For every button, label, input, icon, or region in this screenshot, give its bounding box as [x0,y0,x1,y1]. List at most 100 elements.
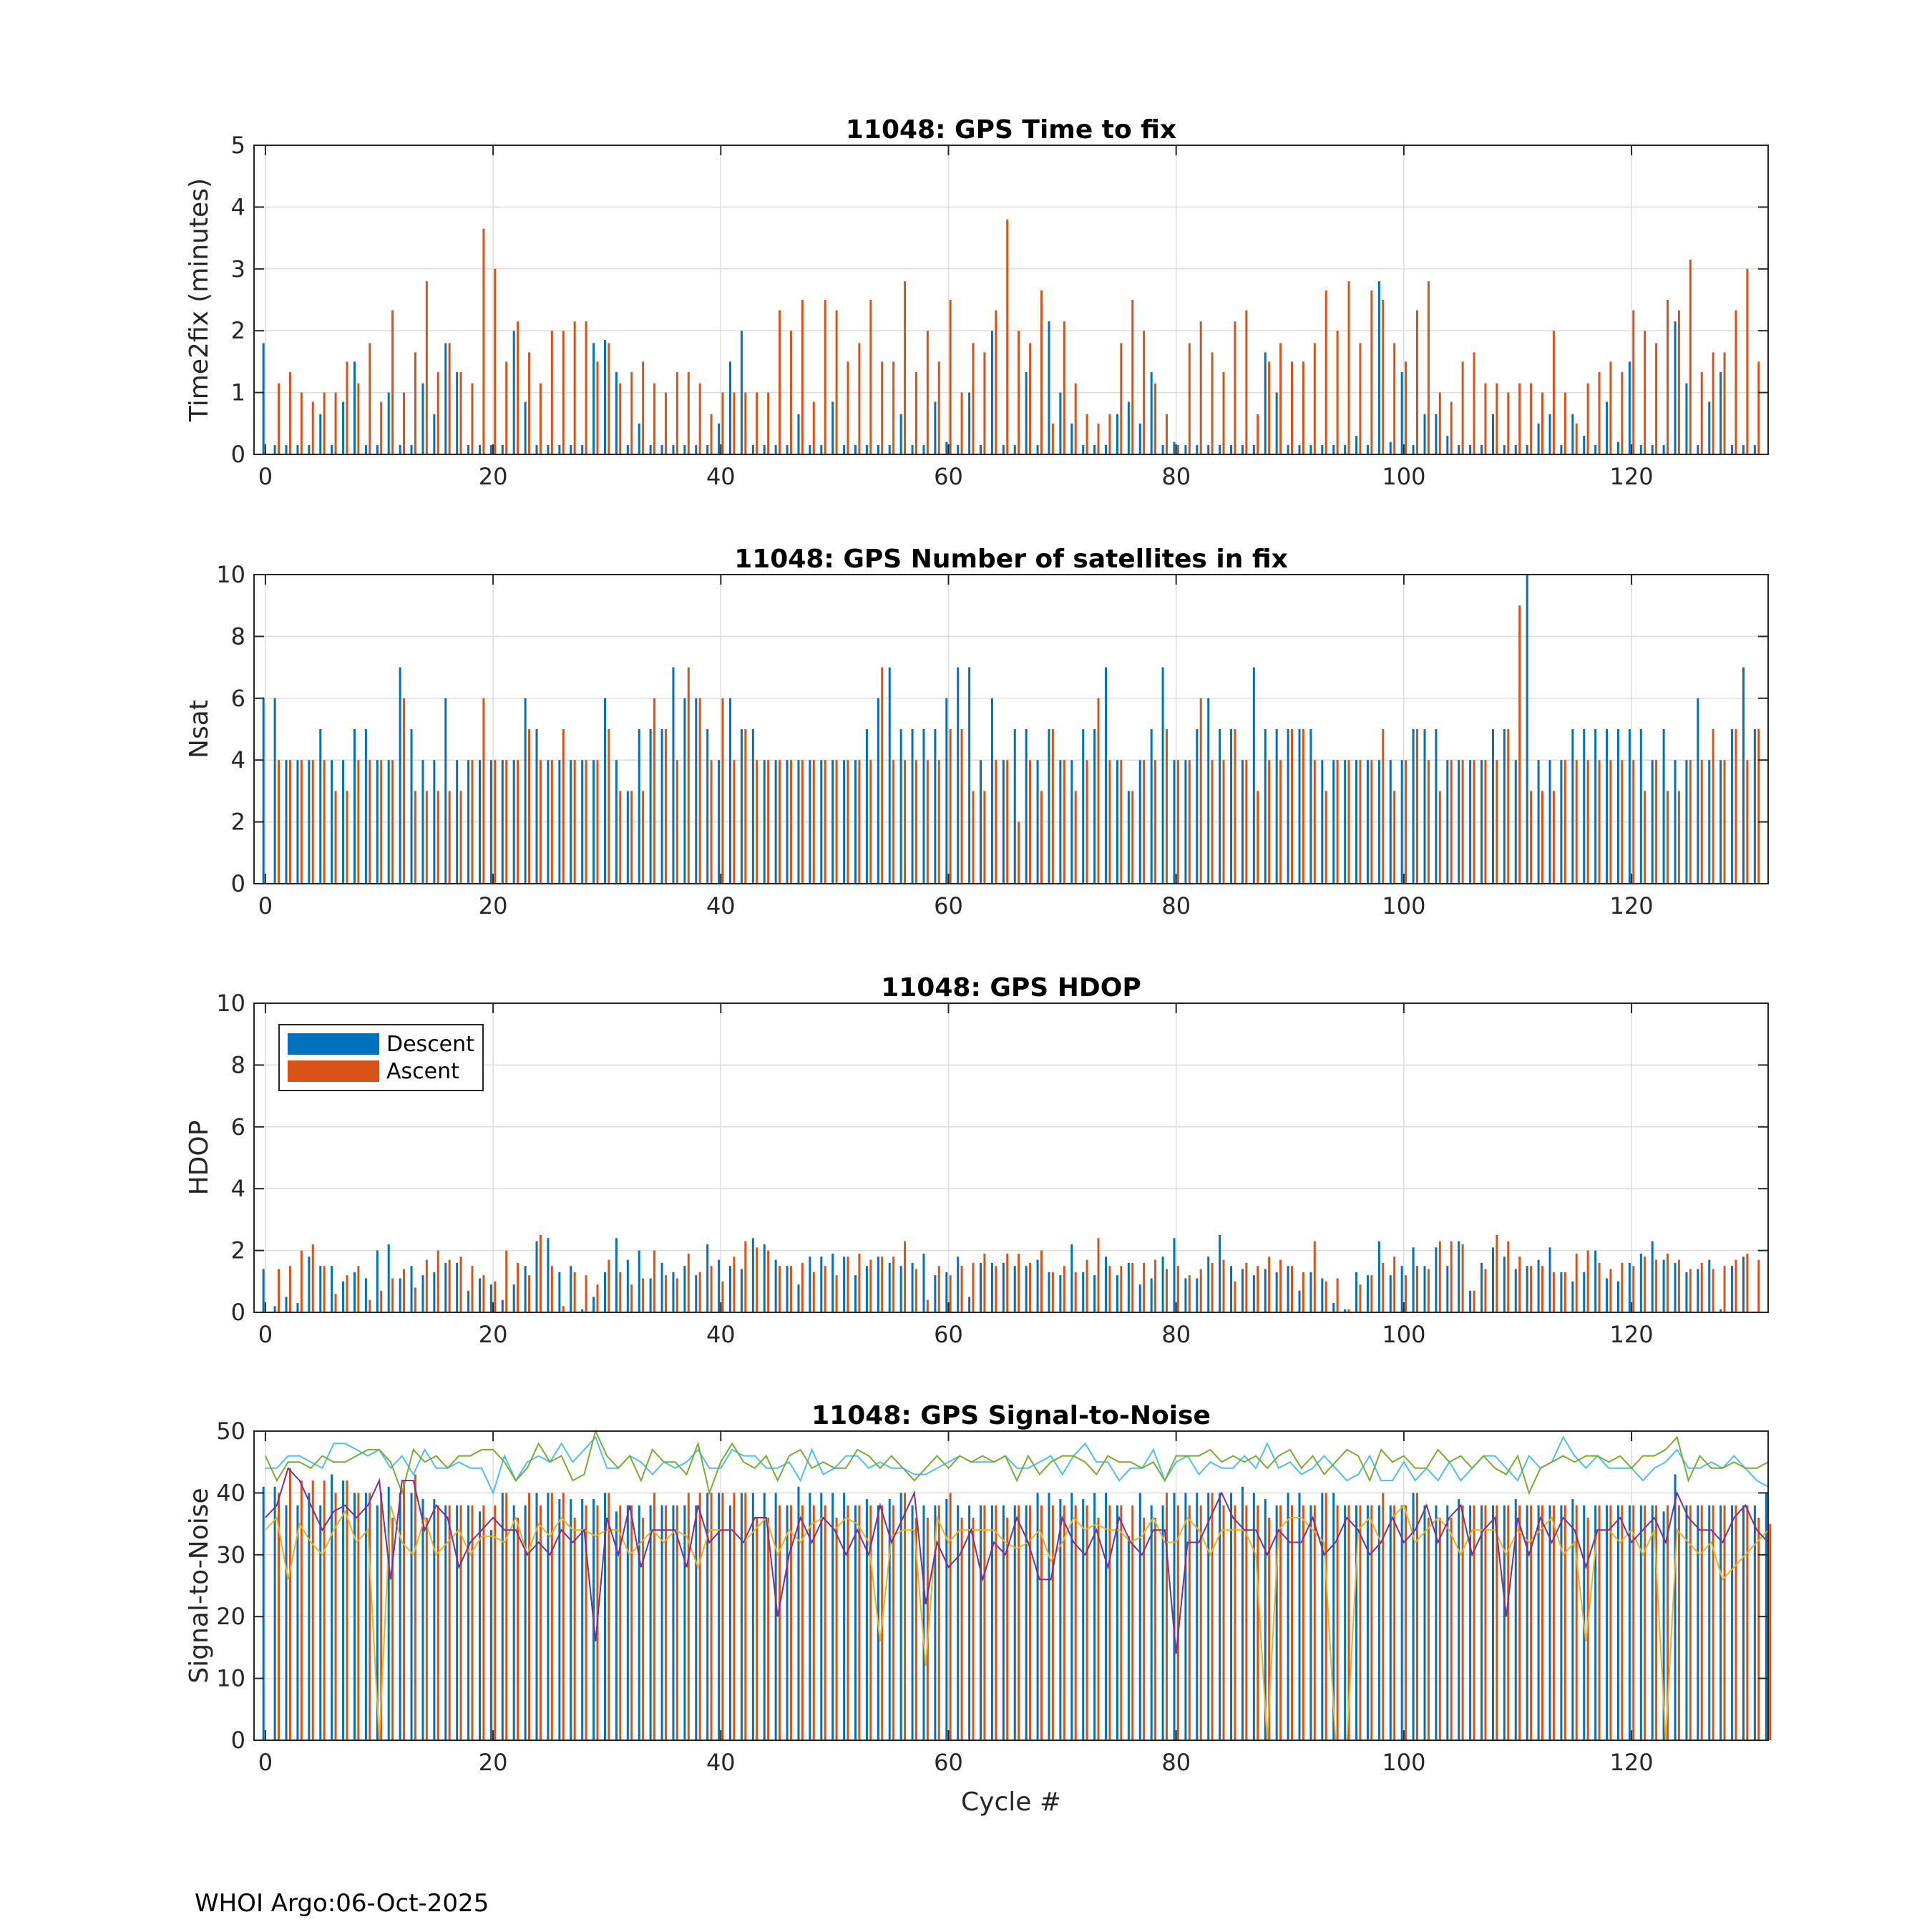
bar [740,1269,743,1312]
bar [1275,392,1278,454]
bar [1025,372,1028,454]
bar [1503,729,1506,884]
bar [1366,1275,1369,1312]
bar [672,1505,675,1740]
bar [1074,1272,1077,1312]
bar [835,310,838,454]
bar [1746,760,1749,884]
bar [990,1505,993,1740]
bar [1131,1262,1134,1312]
bar [1302,1272,1304,1312]
bar [960,392,963,454]
x-tick-label: 60 [934,1749,963,1776]
bar [1689,1505,1692,1740]
bar [1393,1505,1396,1740]
bar [1583,729,1586,884]
bar [630,1505,633,1740]
bar [675,1278,678,1312]
bar [1621,372,1624,454]
bar [1571,414,1574,454]
bar [1290,1505,1293,1740]
bar [1268,1517,1271,1740]
bar [357,1266,360,1312]
bar [1116,1505,1118,1740]
bar [1491,729,1494,884]
bar [1127,401,1130,454]
bar [922,1505,925,1740]
bar [1514,1269,1517,1312]
bar [1655,1505,1658,1740]
bar [1651,1505,1654,1740]
bar [1275,729,1278,884]
ascent-bars [278,1235,1760,1312]
bar [1082,1499,1085,1740]
bar [1598,1505,1601,1740]
bar [433,414,436,454]
bar [660,1505,663,1740]
bar [414,1287,416,1312]
bar [934,401,937,454]
bar [459,1505,462,1740]
bar [421,760,424,884]
y-tick-label: 1 [231,379,245,406]
bar [1609,361,1612,454]
bar [786,760,789,884]
bar [1742,1505,1745,1740]
bar [1746,268,1749,454]
bar [1355,436,1358,454]
bar [615,760,618,884]
bar [1040,1250,1043,1312]
chart-title: 11048: GPS HDOP [881,973,1141,1002]
bar [1245,1505,1248,1740]
bar [664,392,667,454]
legend-swatch [288,1060,379,1082]
bar [1537,423,1540,454]
bar [1609,1269,1612,1312]
bar [801,300,804,454]
bar [414,791,416,884]
bar [1677,310,1680,454]
bar [1723,1505,1726,1740]
bar [1616,729,1619,884]
bar [1731,1505,1734,1740]
bar [1667,1505,1669,1740]
bar [1165,729,1168,884]
bar [1719,372,1722,454]
bar [489,1284,492,1312]
bar [1708,401,1711,454]
bar [1207,445,1210,454]
bar [831,760,834,884]
bar [1461,760,1464,884]
bar [288,760,291,884]
x-tick-label: 120 [1610,892,1654,919]
x-tick-label: 20 [479,1749,508,1776]
x-tick-label: 120 [1610,1321,1654,1348]
bar [1518,605,1521,884]
bar [1651,1241,1654,1312]
bar [1526,575,1528,884]
bar [1723,352,1726,454]
bar [459,791,462,884]
bar [478,445,481,454]
bar [649,729,652,884]
bar [300,1250,303,1312]
bar [433,760,436,884]
bar [983,1505,986,1740]
bar [1662,1259,1665,1312]
bar [911,1505,914,1740]
bar [1685,1272,1688,1312]
bar [1355,1272,1358,1312]
bar [1370,291,1373,454]
bar [809,1257,811,1312]
bar [410,1493,413,1740]
bar [471,760,474,884]
bar [1541,1505,1544,1740]
bar [1382,300,1385,454]
bar [1013,1505,1016,1740]
bar [972,791,975,884]
bar [471,1266,474,1312]
bar [391,1517,394,1740]
bar [323,1266,326,1312]
bar [1393,791,1396,884]
bar [331,445,333,454]
